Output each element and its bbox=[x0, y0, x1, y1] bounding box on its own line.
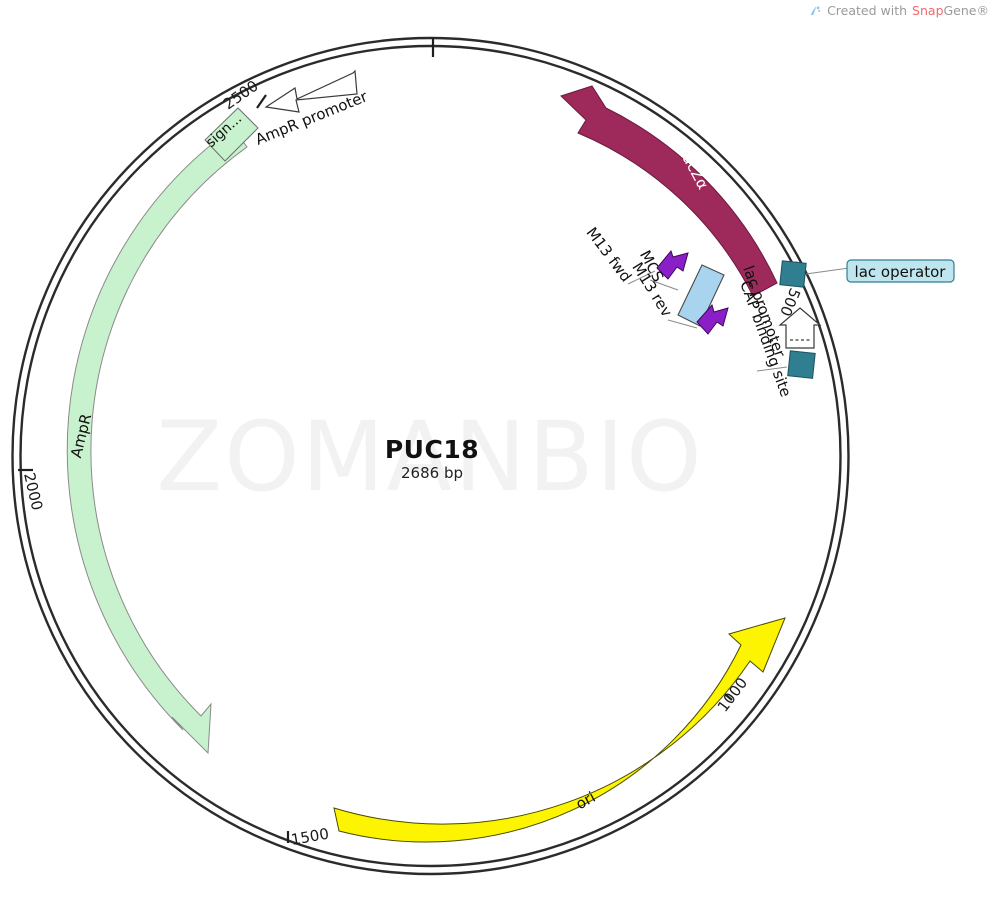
lac-operator-leader-line bbox=[805, 267, 850, 275]
credit-brand-gene: Gene bbox=[943, 3, 977, 18]
tick-2500-mark bbox=[256, 94, 267, 109]
lac-operator-callout-box[interactable] bbox=[846, 259, 955, 283]
feature-lac-operator[interactable]: lac operator bbox=[779, 259, 955, 288]
m13-rev-leader-line bbox=[667, 319, 698, 329]
backbone-outer-circle bbox=[11, 36, 850, 876]
tick-1500-label: 1500 bbox=[290, 825, 331, 849]
m13-fwd-label: M13 fwd bbox=[583, 224, 636, 286]
plasmid-backbone bbox=[11, 36, 850, 876]
m13-fwd-arrow[interactable] bbox=[656, 249, 689, 280]
lac-operator-box[interactable] bbox=[779, 260, 807, 288]
lacZalpha-arrow-shape[interactable] bbox=[560, 85, 778, 297]
feature-ori[interactable]: ori bbox=[333, 617, 786, 843]
credit-brand: SnapGene® bbox=[912, 3, 989, 18]
plasmid-center-label: PUC18 2686 bp bbox=[385, 435, 479, 482]
lac-promoter-arrow[interactable] bbox=[778, 307, 822, 349]
ori-arrow-shape[interactable] bbox=[333, 617, 786, 843]
signal-sequence-box[interactable] bbox=[204, 107, 259, 162]
ampR-promoter-arrow[interactable] bbox=[264, 69, 358, 113]
ampR-arrow-shape[interactable] bbox=[66, 127, 248, 755]
mcs-leader-line bbox=[649, 279, 679, 291]
snapgene-credit[interactable]: Created with SnapGene® bbox=[808, 3, 989, 18]
m13-fwd-leader-line bbox=[627, 270, 656, 285]
plasmid-length-label: 2686 bp bbox=[401, 464, 463, 482]
lac-operator-label: lac operator bbox=[855, 263, 947, 281]
backbone-inner-circle bbox=[19, 44, 842, 868]
page-title: PUC18 bbox=[385, 435, 479, 464]
m13-rev-arrow[interactable] bbox=[696, 303, 729, 335]
watermark-text: ZOMANBIO bbox=[156, 401, 703, 513]
credit-prefix: Created with bbox=[827, 3, 908, 18]
tick-2500-label: 2500 bbox=[220, 77, 262, 114]
cap-binding-site-leader-line bbox=[756, 366, 788, 372]
credit-brand-snap: Snap bbox=[912, 3, 944, 18]
feature-ampR-promoter[interactable]: AmpR promoter bbox=[253, 69, 371, 149]
credit-brand-suffix: ® bbox=[976, 3, 990, 18]
snapgene-logo-icon bbox=[810, 5, 821, 15]
cap-binding-site-box[interactable] bbox=[787, 350, 816, 379]
feature-ampR[interactable]: AmpR bbox=[66, 127, 248, 755]
